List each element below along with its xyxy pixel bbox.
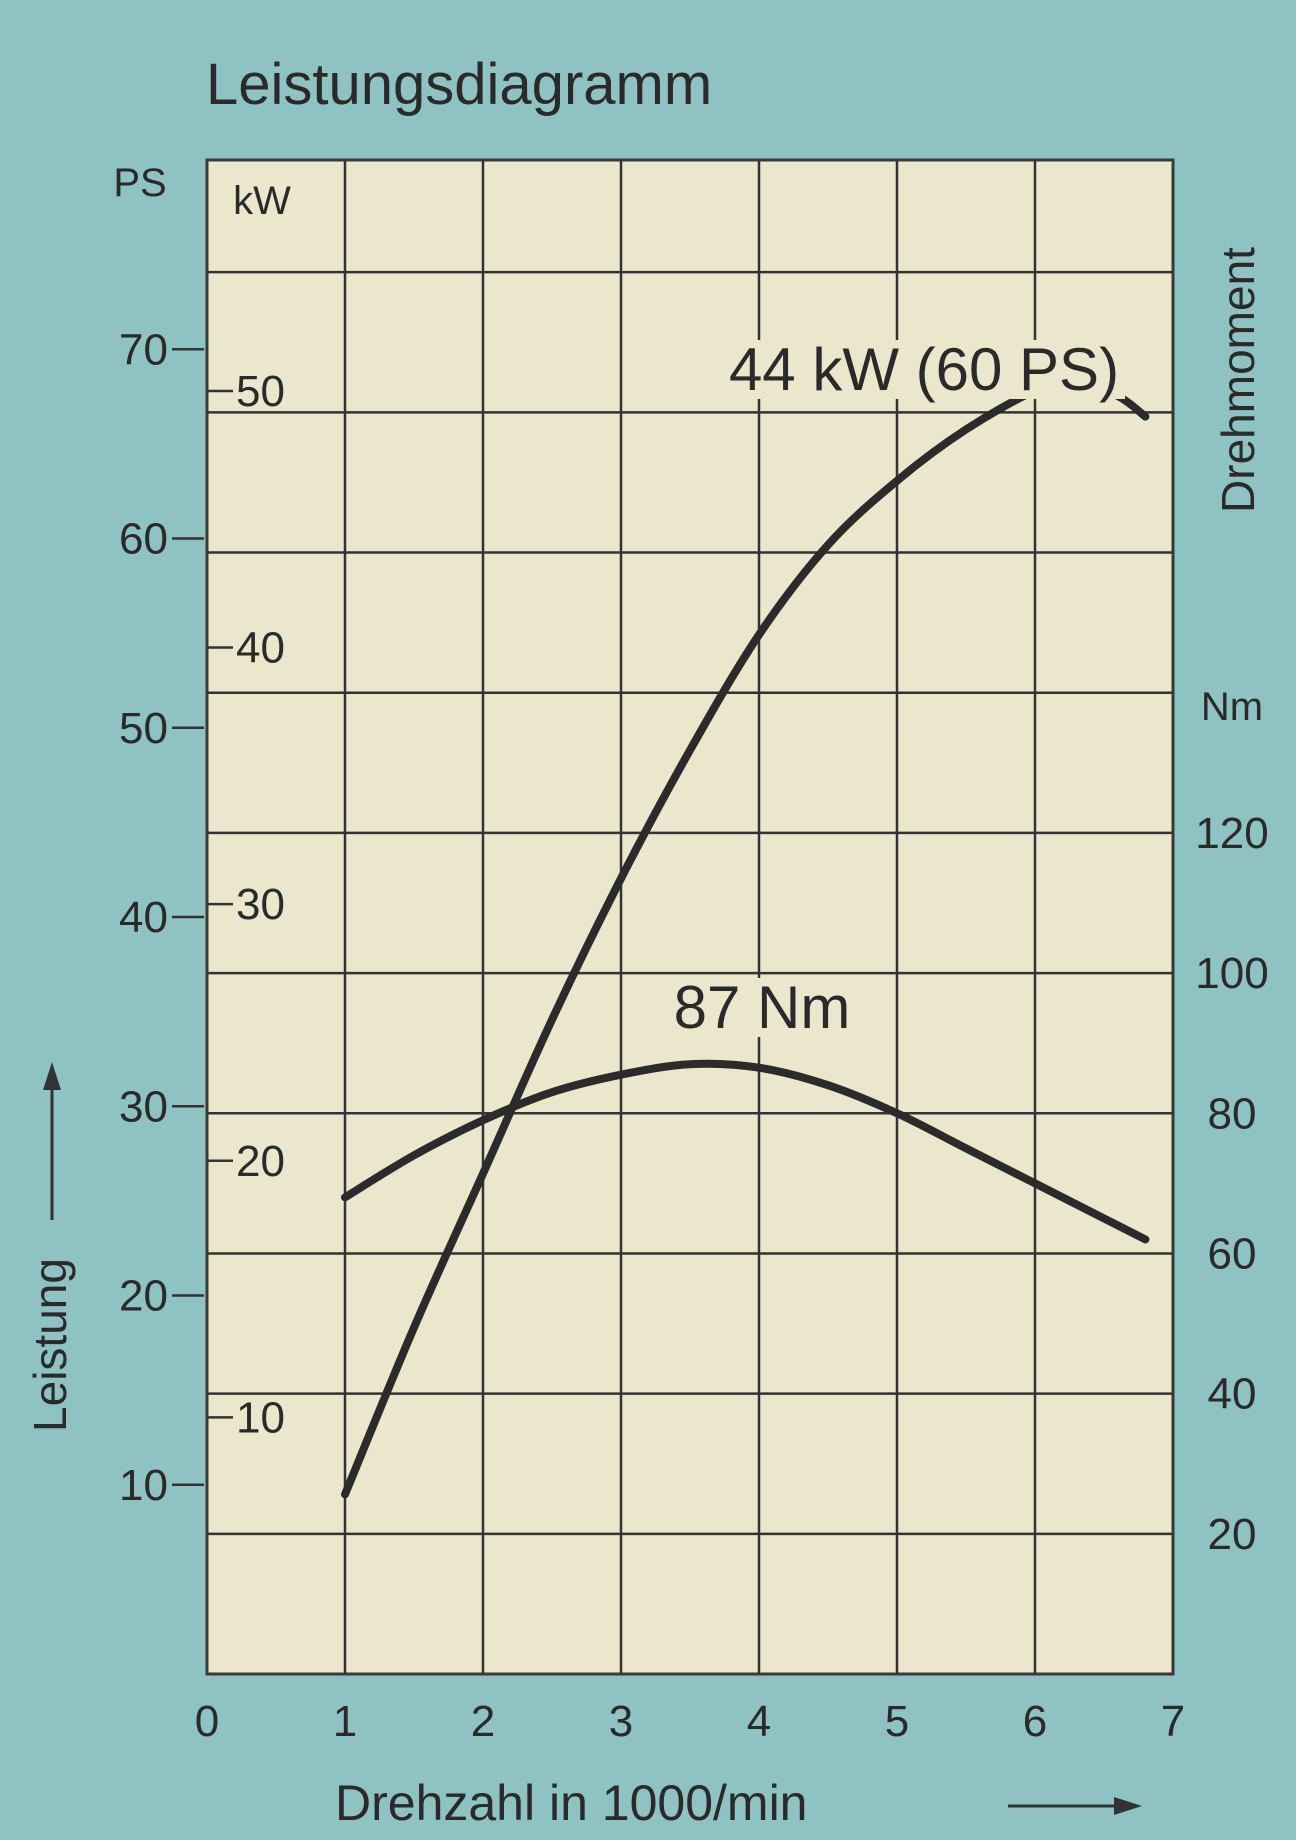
x-tick-label: 3 (609, 1697, 633, 1746)
torque-unit-label: Nm (1201, 685, 1263, 729)
x-axis-arrow-head (1114, 1797, 1142, 1815)
kw-tick-label: 10 (236, 1393, 285, 1442)
torque-tick-label: 60 (1208, 1229, 1257, 1278)
x-tick-label: 4 (747, 1697, 771, 1746)
power-peak-annotation-background (722, 340, 1126, 399)
text-layer: 0 1 2 3 4 5 6 7 10 20 30 40 50 60 70 PS 10 20 30 40 50 kW 20 40… (24, 52, 1269, 1831)
torque-tick-label: 20 (1208, 1510, 1257, 1559)
x-tick-label: 5 (885, 1697, 909, 1746)
x-tick-label: 1 (333, 1697, 357, 1746)
grid (207, 160, 1173, 1674)
power-axis-arrow-head (43, 1062, 61, 1090)
x-axis-title: Drehzahl in 1000/min (335, 1775, 808, 1831)
torque-tick-label: 40 (1208, 1370, 1257, 1419)
ps-tick-label: 40 (119, 893, 168, 942)
ps-tick-label: 70 (119, 325, 168, 374)
kw-tick-label: 40 (236, 624, 285, 673)
kw-tick-label: 20 (236, 1137, 285, 1186)
torque-curve-line (341, 1059, 1150, 1244)
ps-tick-label: 20 (119, 1272, 168, 1321)
axes (43, 348, 1142, 1815)
torque-tick-label: 120 (1195, 809, 1268, 858)
kw-tick-label: 30 (236, 880, 285, 929)
x-tick-label: 0 (195, 1697, 219, 1746)
ps-tick-label: 50 (119, 704, 168, 753)
ps-unit-label: PS (113, 161, 166, 205)
torque-tick-label: 100 (1195, 949, 1268, 998)
kw-tick-label: 50 (236, 367, 285, 416)
chart-title: Leistungsdiagramm (206, 52, 712, 117)
torque-axis-title: Drehmoment (1212, 247, 1264, 513)
ps-tick-label: 60 (119, 515, 168, 564)
x-tick-label: 2 (471, 1697, 495, 1746)
torque-peak-annotation: 87 Nm (674, 974, 851, 1041)
kw-unit-label: kW (233, 179, 291, 223)
power-axis-title: Leistung (24, 1258, 76, 1432)
torque-tick-label: 80 (1208, 1089, 1257, 1138)
ps-tick-label: 30 (119, 1082, 168, 1131)
x-tick-label: 6 (1023, 1697, 1047, 1746)
power-peak-annotation: 44 kW (60 PS) (729, 336, 1119, 403)
x-tick-label: 7 (1161, 1697, 1185, 1746)
torque-peak-annotation-background (667, 978, 857, 1037)
ps-tick-label: 10 (119, 1461, 168, 1510)
